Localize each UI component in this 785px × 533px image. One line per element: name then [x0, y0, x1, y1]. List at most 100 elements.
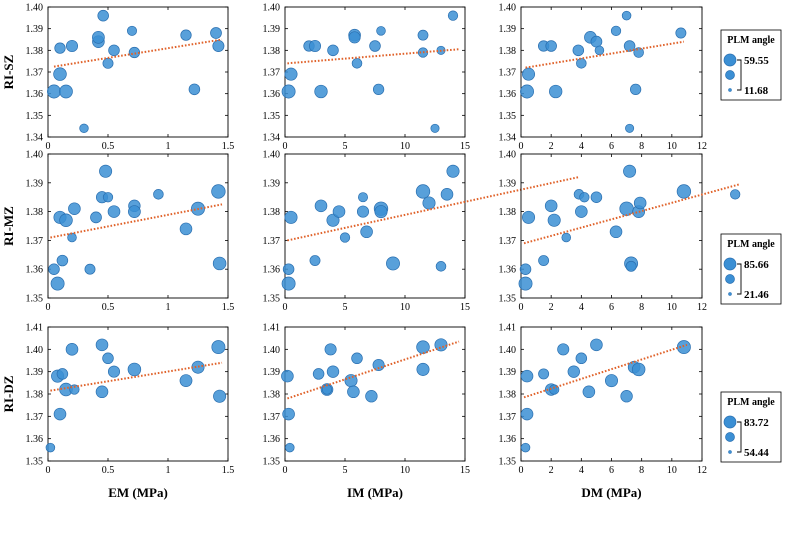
data-point [59, 213, 73, 227]
x-tick-label: 0 [283, 302, 288, 313]
data-point [212, 40, 225, 52]
trend-line [53, 38, 223, 68]
data-point [324, 343, 337, 356]
data-point [590, 191, 603, 203]
data-point [108, 44, 120, 57]
x-tick-label: 0 [46, 465, 51, 476]
x-tick-label: 15 [460, 141, 470, 152]
panel-frame [47, 6, 229, 138]
data-point [416, 362, 430, 376]
data-point [179, 222, 193, 236]
data-point [522, 210, 536, 224]
data-point [281, 369, 294, 383]
data-point [545, 40, 557, 52]
data-point [675, 27, 687, 39]
y-tick-label: 1.37 [263, 412, 281, 423]
data-point [630, 83, 642, 95]
y-tick-label: 1.38 [499, 46, 517, 57]
legend-marker [728, 292, 732, 296]
data-point [339, 232, 351, 243]
y-tick-label: 1.36 [26, 265, 44, 276]
legend-entry-max: 83.72 [744, 417, 769, 429]
data-point [95, 385, 109, 399]
data-point [351, 58, 363, 69]
col-xlabel: IM (MPa) [347, 485, 403, 500]
data-point [676, 340, 691, 355]
data-point [633, 196, 647, 210]
row-ylabel: RI-DZ [1, 375, 16, 412]
data-point [520, 84, 534, 99]
legend-0: PLM angle 59.55 11.68 [720, 29, 782, 101]
panel-r2-c0: 1.35 1.36 1.37 1.38 1.39 1.40 1.41 0 0.5 1 1.5 [26, 323, 235, 477]
y-tick-label: 1.41 [26, 323, 44, 334]
y-tick-label: 1.40 [499, 150, 517, 161]
data-point [56, 254, 69, 267]
y-tick-label: 1.39 [26, 178, 44, 189]
y-tick-label: 1.41 [499, 323, 517, 334]
x-tick-label: 0 [46, 141, 51, 152]
data-point [48, 263, 60, 275]
y-tick-label: 1.39 [499, 367, 517, 378]
panel-r1-c0: 1.35 1.36 1.37 1.38 1.39 1.40 0 0.5 1 1.5 [26, 150, 235, 314]
data-point [376, 26, 386, 36]
x-tick-label: 4 [579, 302, 584, 313]
x-tick-label: 8 [639, 465, 644, 476]
data-point [188, 83, 201, 96]
panel-r2-c1: 1.35 1.36 1.37 1.38 1.39 1.40 1.41 0 5 10 15 [263, 323, 471, 477]
data-point [590, 35, 603, 48]
data-point [676, 184, 692, 199]
data-point [65, 343, 79, 356]
y-tick-label: 1.39 [26, 367, 44, 378]
legend-entry-min: 11.68 [744, 85, 769, 97]
x-tick-label: 2 [549, 302, 554, 313]
data-point [95, 338, 109, 352]
data-point [314, 84, 328, 99]
y-tick-label: 1.39 [499, 24, 517, 35]
panel-r0-c0: 1.34 1.35 1.36 1.37 1.38 1.39 1.40 0 0.5 1 1.5 [26, 3, 235, 153]
data-point [314, 199, 328, 213]
data-point [53, 67, 67, 81]
legend-bracket [737, 59, 742, 91]
y-tick-label: 1.34 [263, 133, 281, 144]
data-point [604, 374, 619, 388]
x-tick-label: 0.5 [102, 302, 115, 313]
data-point [45, 442, 56, 453]
col-xlabel: DM (MPa) [581, 485, 641, 500]
x-tick-label: 12 [697, 141, 707, 152]
data-point [610, 25, 622, 36]
y-tick-label: 1.35 [499, 294, 517, 305]
data-point [422, 196, 436, 210]
y-tick-label: 1.37 [263, 68, 281, 79]
y-tick-label: 1.39 [263, 24, 281, 35]
x-tick-label: 10 [667, 141, 677, 152]
data-point [620, 390, 633, 403]
y-tick-label: 1.34 [499, 133, 517, 144]
data-point [102, 352, 114, 365]
data-point [282, 407, 295, 421]
x-tick-label: 12 [697, 465, 707, 476]
data-point [519, 263, 532, 275]
data-point [50, 276, 65, 291]
data-point [609, 225, 623, 239]
x-tick-label: 1.5 [222, 465, 235, 476]
panel-frame [47, 153, 229, 299]
trend-line [287, 48, 460, 65]
y-tick-label: 1.40 [499, 345, 517, 356]
data-point [59, 84, 73, 99]
y-tick-label: 1.35 [263, 457, 281, 468]
y-tick-label: 1.37 [499, 412, 517, 423]
y-tick-label: 1.39 [499, 178, 517, 189]
data-point [621, 10, 632, 21]
legend-title: PLM angle [727, 239, 775, 250]
data-point [623, 164, 637, 178]
legend-marker [728, 450, 732, 454]
data-point [561, 232, 572, 243]
legend-entry-min: 21.46 [744, 289, 769, 301]
data-point [211, 340, 226, 355]
data-point [372, 83, 385, 95]
trend-line [287, 176, 580, 242]
data-point [579, 192, 590, 203]
y-tick-label: 1.38 [26, 390, 44, 401]
x-tick-label: 10 [667, 465, 677, 476]
